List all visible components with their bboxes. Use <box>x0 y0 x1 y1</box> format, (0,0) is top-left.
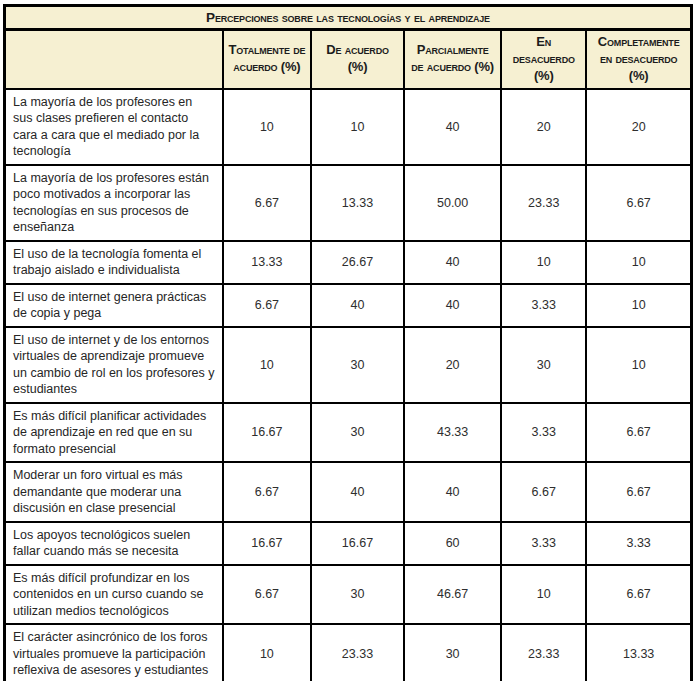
value-cell: 6.67 <box>223 284 311 327</box>
value-cell: 60 <box>404 522 501 565</box>
table-row: Es más difícil planificar actividades de… <box>5 403 692 463</box>
table-row: La mayoría de los profesores en sus clas… <box>5 89 692 165</box>
value-cell: 6.67 <box>586 565 691 625</box>
value-cell: 46.67 <box>404 565 501 625</box>
value-cell: 40 <box>404 89 501 165</box>
value-cell: 6.67 <box>501 462 586 522</box>
value-cell: 10 <box>586 241 691 284</box>
value-cell: 10 <box>586 327 691 403</box>
row-label: Es más difícil planificar actividades de… <box>5 403 223 463</box>
value-cell: 20 <box>586 89 691 165</box>
value-cell: 3.33 <box>501 403 586 463</box>
corner-cell <box>5 30 223 89</box>
value-cell: 16.67 <box>311 522 404 565</box>
value-cell: 10 <box>223 327 311 403</box>
row-label: La mayoría de los profesores en sus clas… <box>5 89 223 165</box>
value-cell: 3.33 <box>501 522 586 565</box>
table-row: Los apoyos tecnológicos suelen fallar cu… <box>5 522 692 565</box>
value-cell: 10 <box>223 89 311 165</box>
table-row: El uso de la tecnología fomenta el traba… <box>5 241 692 284</box>
table-title-row: Percepciones sobre las tecnologías y el … <box>5 6 692 30</box>
value-cell: 6.67 <box>586 403 691 463</box>
perceptions-table: Percepciones sobre las tecnologías y el … <box>3 4 693 681</box>
value-cell: 30 <box>501 327 586 403</box>
table-row: Es más difícil profundizar en los conten… <box>5 565 692 625</box>
value-cell: 10 <box>501 241 586 284</box>
value-cell: 23.33 <box>501 165 586 241</box>
value-cell: 43.33 <box>404 403 501 463</box>
value-cell: 20 <box>404 327 501 403</box>
value-cell: 23.33 <box>501 624 586 681</box>
value-cell: 13.33 <box>586 624 691 681</box>
value-cell: 40 <box>311 284 404 327</box>
value-cell: 13.33 <box>311 165 404 241</box>
row-label: La mayoría de los profesores están poco … <box>5 165 223 241</box>
value-cell: 6.67 <box>223 565 311 625</box>
table-row: El uso de internet genera prácticas de c… <box>5 284 692 327</box>
row-label: El carácter asincrónico de los foros vir… <box>5 624 223 681</box>
row-label: Los apoyos tecnológicos suelen fallar cu… <box>5 522 223 565</box>
row-label: Moderar un foro virtual es más demandant… <box>5 462 223 522</box>
value-cell: 10 <box>223 624 311 681</box>
column-header-de-acuerdo: De acuerdo (%) <box>311 30 404 89</box>
value-cell: 50.00 <box>404 165 501 241</box>
value-cell: 30 <box>311 403 404 463</box>
value-cell: 10 <box>311 89 404 165</box>
column-header-totalmente-de-acuerdo: Totalmente de acuerdo (%) <box>223 30 311 89</box>
table-row: El uso de internet y de los entornos vir… <box>5 327 692 403</box>
row-label: Es más difícil profundizar en los conten… <box>5 565 223 625</box>
row-label: El uso de la tecnología fomenta el traba… <box>5 241 223 284</box>
value-cell: 23.33 <box>311 624 404 681</box>
value-cell: 30 <box>404 624 501 681</box>
column-header-en-desacuerdo: En desacuerdo (%) <box>501 30 586 89</box>
value-cell: 30 <box>311 565 404 625</box>
value-cell: 40 <box>404 241 501 284</box>
value-cell: 10 <box>586 284 691 327</box>
value-cell: 6.67 <box>223 462 311 522</box>
column-header-completamente-en-desacuerdo: Completamente en desacuerdo (%) <box>586 30 691 89</box>
page: Percepciones sobre las tecnologías y el … <box>0 0 697 681</box>
value-cell: 40 <box>404 284 501 327</box>
value-cell: 16.67 <box>223 522 311 565</box>
value-cell: 16.67 <box>223 403 311 463</box>
value-cell: 40 <box>404 462 501 522</box>
column-header-parcialmente-de-acuerdo: Parcialmente de acuerdo (%) <box>404 30 501 89</box>
row-label: El uso de internet y de los entornos vir… <box>5 327 223 403</box>
row-label: El uso de internet genera prácticas de c… <box>5 284 223 327</box>
value-cell: 13.33 <box>223 241 311 284</box>
value-cell: 40 <box>311 462 404 522</box>
value-cell: 26.67 <box>311 241 404 284</box>
value-cell: 6.67 <box>223 165 311 241</box>
value-cell: 6.67 <box>586 165 691 241</box>
table-title: Percepciones sobre las tecnologías y el … <box>5 6 692 30</box>
value-cell: 3.33 <box>586 522 691 565</box>
table-row: Moderar un foro virtual es más demandant… <box>5 462 692 522</box>
value-cell: 20 <box>501 89 586 165</box>
table-row: El carácter asincrónico de los foros vir… <box>5 624 692 681</box>
value-cell: 6.67 <box>586 462 691 522</box>
table-row: La mayoría de los profesores están poco … <box>5 165 692 241</box>
column-header-row: Totalmente de acuerdo (%) De acuerdo (%)… <box>5 30 692 89</box>
value-cell: 30 <box>311 327 404 403</box>
value-cell: 3.33 <box>501 284 586 327</box>
value-cell: 10 <box>501 565 586 625</box>
